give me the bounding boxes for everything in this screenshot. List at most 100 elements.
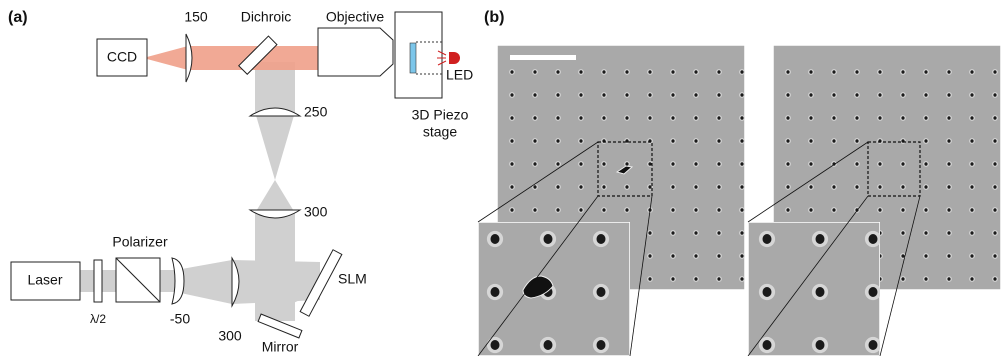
spot — [786, 70, 789, 74]
led-label: LED — [446, 67, 473, 83]
spot — [491, 340, 500, 350]
spot — [924, 254, 927, 258]
lens — [186, 34, 192, 82]
spot — [671, 208, 674, 212]
spot — [993, 93, 996, 97]
spot — [993, 70, 996, 74]
panel-label: (a) — [8, 9, 28, 26]
polarizer-label: Polarizer — [112, 234, 168, 250]
spot — [901, 185, 904, 189]
spot — [901, 208, 904, 212]
spot — [579, 116, 582, 120]
lens-label: 300 — [304, 204, 328, 220]
spot — [855, 93, 858, 97]
spot — [763, 340, 772, 350]
spot — [579, 162, 582, 166]
spot — [832, 185, 835, 189]
spot — [832, 139, 835, 143]
objective — [318, 28, 393, 76]
spot — [901, 231, 904, 235]
spot — [602, 70, 605, 74]
spot — [993, 208, 996, 212]
spot — [924, 208, 927, 212]
spot — [947, 208, 950, 212]
lens-label: -50 — [170, 311, 190, 327]
spot — [533, 208, 536, 212]
micrographs — [478, 45, 1001, 356]
spot — [648, 185, 651, 189]
spot — [717, 70, 720, 74]
spot — [832, 208, 835, 212]
spot — [648, 116, 651, 120]
spot — [717, 162, 720, 166]
ccd-label: CCD — [107, 49, 137, 65]
spot — [855, 185, 858, 189]
spot — [924, 139, 927, 143]
spot — [556, 208, 559, 212]
spot — [602, 162, 605, 166]
spot — [579, 185, 582, 189]
spot — [924, 231, 927, 235]
lens-label: 250 — [304, 104, 328, 120]
micrograph — [478, 222, 630, 356]
spot — [625, 208, 628, 212]
spot — [763, 287, 772, 297]
spot — [878, 93, 881, 97]
spot — [869, 340, 878, 350]
spot — [924, 185, 927, 189]
spot — [993, 277, 996, 281]
spot — [597, 340, 606, 350]
stage-label: 3D Piezo — [412, 107, 469, 123]
spot — [947, 70, 950, 74]
spot — [878, 162, 881, 166]
spot — [648, 254, 651, 258]
spot — [533, 162, 536, 166]
spot — [510, 116, 513, 120]
lens-label: 150 — [184, 9, 208, 25]
spot — [809, 208, 812, 212]
spot — [671, 93, 674, 97]
spot — [901, 70, 904, 74]
spot — [717, 116, 720, 120]
spot — [671, 162, 674, 166]
spot — [970, 139, 973, 143]
spot — [671, 116, 674, 120]
spot — [602, 185, 605, 189]
spot — [740, 254, 743, 258]
spot — [924, 116, 927, 120]
spot — [924, 162, 927, 166]
spot — [816, 287, 825, 297]
spot — [556, 93, 559, 97]
spot — [694, 93, 697, 97]
spot — [786, 162, 789, 166]
spot — [947, 139, 950, 143]
spot — [878, 70, 881, 74]
spot — [740, 162, 743, 166]
spot — [947, 231, 950, 235]
spot — [556, 139, 559, 143]
panel-label: (b) — [484, 9, 504, 26]
spot — [855, 116, 858, 120]
spot — [924, 93, 927, 97]
spot — [993, 185, 996, 189]
stage — [395, 12, 442, 98]
spot — [625, 116, 628, 120]
spot — [694, 277, 697, 281]
spot — [869, 287, 878, 297]
spot — [970, 231, 973, 235]
spot — [717, 185, 720, 189]
spot — [556, 162, 559, 166]
spot — [694, 231, 697, 235]
spot — [510, 93, 513, 97]
sample — [410, 43, 416, 73]
spot — [809, 162, 812, 166]
spot — [878, 116, 881, 120]
spot — [924, 277, 927, 281]
spot — [648, 231, 651, 235]
spot — [740, 277, 743, 281]
spot — [832, 93, 835, 97]
spot — [947, 277, 950, 281]
spot — [717, 208, 720, 212]
spot — [579, 139, 582, 143]
spot — [533, 185, 536, 189]
